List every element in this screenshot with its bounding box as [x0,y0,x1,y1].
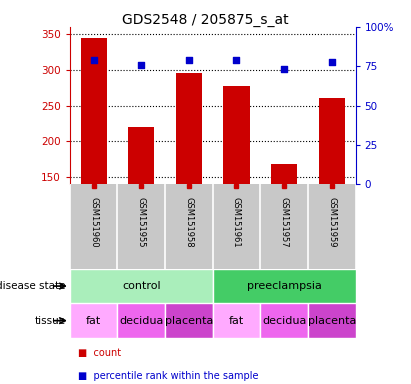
Text: fat: fat [229,316,244,326]
Bar [213,303,260,338]
Text: ■  percentile rank within the sample: ■ percentile rank within the sample [78,371,259,381]
Point [138,61,145,68]
Bar [213,269,356,303]
Text: decidua: decidua [262,316,306,326]
Text: GSM151959: GSM151959 [327,197,336,248]
Text: GSM151958: GSM151958 [185,197,194,248]
Text: placenta: placenta [307,316,356,326]
Bar [165,303,213,338]
Point [328,58,335,65]
Bar [176,73,202,184]
Bar [128,127,155,184]
Text: GSM151961: GSM151961 [232,197,241,248]
Text: decidua: decidua [119,316,164,326]
Point [233,57,240,63]
Point [90,57,97,63]
Bar [260,303,308,338]
Text: placenta: placenta [165,316,213,326]
Text: GDS2548 / 205875_s_at: GDS2548 / 205875_s_at [122,13,289,27]
Point [281,66,287,73]
Text: disease state: disease state [0,281,66,291]
Text: GSM151960: GSM151960 [89,197,98,248]
Bar [319,98,345,184]
Bar [118,303,165,338]
Text: control: control [122,281,161,291]
Bar [81,38,107,184]
Bar [70,269,213,303]
Text: preeclampsia: preeclampsia [247,281,321,291]
Text: tissue: tissue [35,316,66,326]
Bar [308,303,356,338]
Bar [224,86,249,184]
Bar [70,303,118,338]
Text: ■  count: ■ count [78,348,121,358]
Text: GSM151955: GSM151955 [137,197,146,248]
Text: fat: fat [86,316,101,326]
Point [186,57,192,63]
Bar [271,164,297,184]
Text: GSM151957: GSM151957 [279,197,289,248]
